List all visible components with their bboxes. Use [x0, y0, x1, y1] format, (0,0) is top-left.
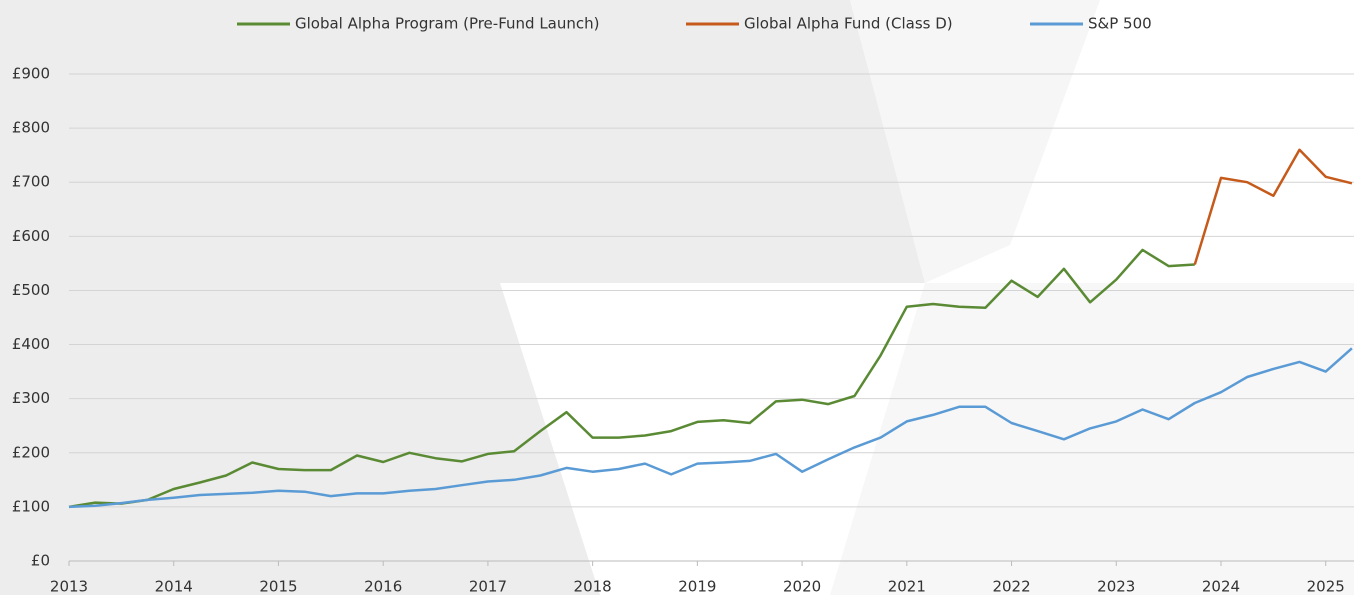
- x-tick-label: 2014: [155, 578, 193, 595]
- x-tick-label: 2017: [469, 578, 507, 595]
- background-shape: [0, 0, 925, 595]
- legend-label: S&P 500: [1088, 15, 1152, 33]
- y-tick-label: £500: [12, 281, 50, 299]
- series-line: [68, 248, 1195, 509]
- y-tick-label: £100: [12, 497, 50, 515]
- x-tick-label: 2025: [1307, 578, 1345, 595]
- x-tick-label: 2013: [50, 578, 88, 595]
- x-tick-label: 2018: [574, 578, 612, 595]
- y-tick-label: £300: [12, 389, 50, 407]
- series-line: [1193, 148, 1353, 265]
- background-shape: [850, 0, 1100, 283]
- y-tick-label: £400: [12, 335, 50, 353]
- legend-label: Global Alpha Fund (Class D): [744, 15, 953, 33]
- x-tick-label: 2020: [783, 578, 821, 595]
- x-tick-label: 2016: [364, 578, 402, 595]
- y-tick-label: £0: [31, 552, 50, 570]
- x-tick-label: 2019: [678, 578, 716, 595]
- background-shape: [830, 283, 1354, 595]
- legend-label: Global Alpha Program (Pre-Fund Launch): [295, 15, 599, 33]
- y-tick-label: £800: [12, 119, 50, 137]
- series-line: [68, 347, 1353, 509]
- y-tick-label: £900: [12, 65, 50, 83]
- x-tick-label: 2015: [259, 578, 297, 595]
- y-tick-label: £600: [12, 227, 50, 245]
- y-tick-label: £700: [12, 173, 50, 191]
- x-tick-label: 2024: [1202, 578, 1240, 595]
- x-tick-label: 2022: [992, 578, 1030, 595]
- x-tick-label: 2021: [888, 578, 926, 595]
- y-tick-label: £200: [12, 443, 50, 461]
- x-tick-label: 2023: [1097, 578, 1135, 595]
